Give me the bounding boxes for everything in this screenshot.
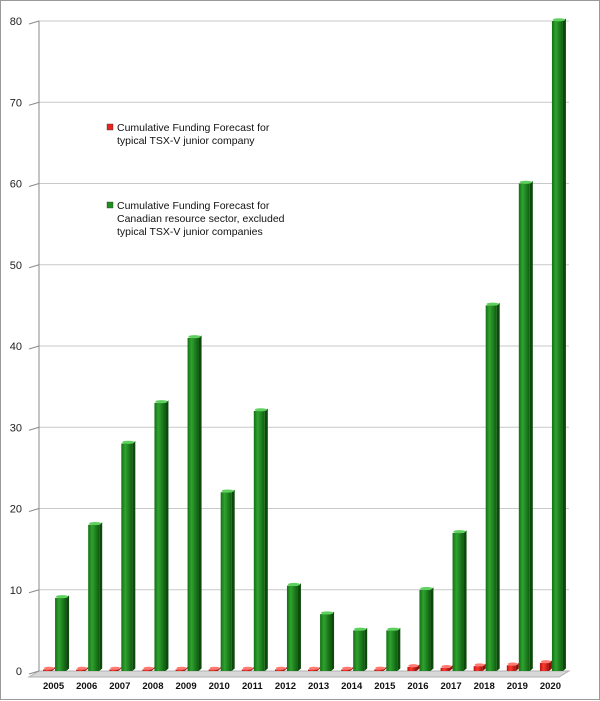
x-tick-label: 2012 [275, 681, 296, 692]
bar-red-2015 [374, 666, 387, 671]
bars [43, 18, 566, 671]
y-tick-mark [28, 345, 40, 350]
y-tick-mark [28, 20, 40, 25]
x-tick-label: 2006 [76, 681, 97, 692]
bar-red-2017 [440, 664, 453, 671]
bar-green-2015 [386, 627, 401, 671]
bar-red-2012 [274, 666, 287, 671]
y-axis: 0 10 20 30 40 50 60 70 80 [10, 16, 40, 678]
bar-green-2014 [353, 627, 368, 671]
legend-label: Cumulative Funding Forecast for [117, 122, 270, 134]
y-tick-label: 0 [16, 666, 22, 678]
y-tick-mark [28, 183, 40, 187]
bar-green-2005 [55, 595, 70, 671]
chart-floor [27, 670, 571, 678]
x-tick-label: 2015 [374, 681, 396, 692]
legend-label: Cumulative Funding Forecast for [117, 200, 270, 212]
legend-label: Canadian resource sector, excluded [117, 213, 285, 225]
bar-red-2008 [142, 666, 155, 671]
bar-red-2014 [341, 666, 354, 671]
bar-green-2008 [154, 400, 169, 671]
bar-green-2012 [286, 582, 301, 671]
x-tick-label: 2011 [242, 681, 263, 692]
x-tick-label: 2010 [209, 681, 230, 692]
x-tick-label: 2013 [308, 681, 329, 692]
y-tick-label: 60 [10, 179, 22, 191]
floor [27, 670, 571, 678]
bar-green-2013 [320, 611, 335, 671]
x-tick-label: 2018 [474, 681, 495, 692]
x-tick-label: 2016 [407, 681, 428, 692]
x-tick-label: 2009 [175, 681, 196, 692]
y-tick-mark [28, 670, 40, 675]
x-tick-label: 2008 [142, 681, 163, 692]
y-tick-mark [28, 101, 40, 106]
bar-red-2011 [241, 666, 254, 671]
y-tick-mark [28, 508, 40, 512]
legend-swatch [106, 201, 114, 209]
legend-label: typical TSX-V junior companies [117, 226, 263, 238]
bar-green-2009 [187, 335, 202, 671]
bar-red-2005 [43, 666, 56, 671]
y-tick-label: 10 [10, 585, 22, 597]
bar-green-2011 [253, 408, 268, 671]
y-tick-label: 70 [10, 97, 22, 109]
bar-red-2019 [506, 662, 519, 671]
y-tick-label: 50 [10, 260, 22, 272]
x-axis-labels: 2005 2006 2007 2008 2009 2010 2011 2012 2013 2014… [43, 681, 561, 692]
y-tick-mark [28, 264, 40, 269]
x-tick-label: 2017 [440, 681, 461, 692]
y-tick-mark [28, 589, 40, 594]
y-tick-mark [28, 426, 40, 431]
x-tick-label: 2005 [43, 681, 65, 692]
legend-entry-canadian-resource: Cumulative Funding Forecast forCanadian … [106, 200, 285, 238]
bar-green-2020 [551, 18, 566, 671]
x-tick-label: 2014 [341, 681, 363, 692]
y-tick-label: 30 [10, 422, 22, 434]
bar-red-2007 [109, 666, 122, 671]
bar-red-2006 [76, 666, 89, 671]
bar-red-2020 [539, 660, 552, 671]
bar-green-2017 [452, 530, 467, 671]
bar-red-2010 [208, 666, 221, 671]
bar-red-2018 [473, 663, 486, 671]
bar-red-2013 [308, 666, 321, 671]
bar-red-2016 [407, 664, 420, 671]
x-tick-label: 2020 [540, 681, 561, 692]
bar-green-2010 [220, 489, 235, 671]
legend-label: typical TSX-V junior company [117, 135, 255, 147]
x-tick-label: 2007 [109, 681, 130, 692]
y-tick-label: 40 [10, 341, 22, 353]
bar-green-2019 [518, 180, 533, 671]
y-tick-label: 80 [10, 16, 22, 28]
bar-green-2007 [121, 440, 136, 671]
x-tick-label: 2019 [507, 681, 528, 692]
bar-green-2016 [419, 586, 434, 671]
bar-green-2018 [485, 302, 500, 671]
legend-swatch [106, 123, 114, 131]
bar-green-2006 [88, 521, 103, 671]
bar-red-2009 [175, 666, 188, 671]
y-tick-label: 20 [10, 504, 22, 516]
